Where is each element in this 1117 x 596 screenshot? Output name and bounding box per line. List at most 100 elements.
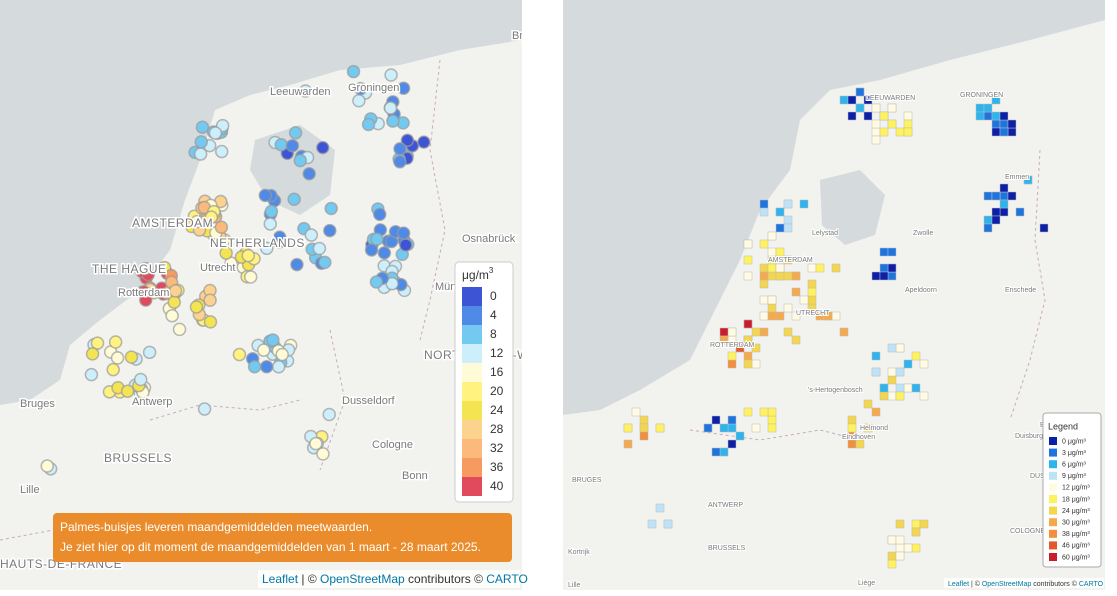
attribution-link[interactable]: CARTO [1079, 581, 1104, 588]
marker [309, 436, 323, 451]
grid-cell [847, 415, 857, 425]
legend-label: 6 μg/m³ [1062, 462, 1087, 469]
city-label: Osnabrück [462, 233, 516, 245]
grid-cell [727, 439, 737, 449]
marker [264, 204, 279, 219]
attribution-link[interactable]: Leaflet [262, 572, 299, 586]
grid-cell [839, 327, 849, 337]
grid-cell [855, 87, 865, 97]
grid-cell [767, 303, 777, 313]
grid-cell [911, 527, 921, 537]
legend-swatch [462, 458, 482, 477]
marker [197, 402, 212, 416]
grid-cell [831, 263, 841, 273]
grid-cell [919, 391, 929, 401]
legend-label: 8 [490, 327, 497, 341]
legend-label: 32 [490, 441, 504, 455]
grid-cell [895, 519, 905, 529]
attribution-link[interactable]: OpenStreetMap [320, 572, 405, 586]
city-label: Lille [20, 484, 40, 496]
grid-cell [983, 223, 993, 233]
grid-cell [815, 263, 825, 273]
grid-cell [903, 119, 913, 129]
grid-cell [871, 351, 881, 361]
legend-label: 4 [490, 308, 497, 322]
marker [323, 223, 337, 238]
city-label: Eindhoven [842, 434, 875, 441]
grid-cell [719, 447, 729, 457]
attribution-link[interactable]: Leaflet [948, 581, 969, 588]
grid-cell [759, 311, 769, 321]
marker [322, 407, 336, 422]
grid-cell [879, 391, 889, 401]
grid-cell [775, 247, 785, 257]
legend-label: 9 μg/m³ [1062, 473, 1087, 480]
grid-cell [871, 367, 881, 377]
city-label: AMSTERDAM [768, 257, 813, 264]
grid-cell [895, 391, 905, 401]
legend-title: Legend [1048, 421, 1078, 431]
grid-cell [711, 415, 721, 425]
marker [106, 362, 120, 377]
legend-title: μg/m3 [462, 266, 494, 282]
legend-label: 18 μg/m³ [1062, 496, 1090, 503]
grid-cell [863, 95, 873, 105]
legend-label: 12 μg/m³ [1062, 485, 1090, 492]
grid-cell [855, 439, 865, 449]
grid-cell [775, 271, 785, 281]
grid-cell [759, 199, 769, 209]
city-label: 's-Hertogenbosch [808, 387, 863, 394]
marker [302, 167, 316, 181]
city-label: BRUGES [572, 477, 602, 484]
grid-cell [1015, 207, 1025, 217]
grid-cell [903, 359, 913, 369]
grid-cell [991, 191, 1001, 201]
legend-swatch [1049, 506, 1057, 515]
grid-cell [999, 119, 1009, 129]
marker [298, 84, 313, 98]
legend-label: 0 [490, 289, 497, 303]
border [689, 149, 1046, 441]
grid-cell [767, 295, 777, 305]
marker [189, 300, 204, 314]
grid-cell [759, 407, 769, 417]
lake [820, 170, 885, 245]
grid-cell [871, 103, 881, 113]
marker [167, 295, 181, 309]
grid-cell [991, 127, 1001, 137]
grid-cell [887, 535, 897, 545]
legend-label: 0 μg/m³ [1062, 438, 1087, 445]
attribution-bg [944, 578, 1104, 588]
legend-swatch [462, 382, 482, 401]
grid-cell [623, 439, 633, 449]
legend-swatch [462, 344, 482, 363]
marker [272, 230, 287, 244]
marker [203, 315, 218, 329]
grid-cell [743, 319, 753, 329]
grid-cell [879, 111, 889, 121]
grid-cell [775, 207, 785, 217]
city-label: ROTTERDAM [710, 342, 755, 349]
attribution-link[interactable]: CARTO [486, 572, 528, 586]
marker [133, 372, 148, 387]
marker [138, 261, 153, 276]
marker [232, 347, 247, 362]
grid-cell [791, 311, 801, 321]
grid-cell [735, 343, 745, 353]
marker [353, 81, 368, 96]
grid-cell [799, 199, 809, 209]
grid-cell [879, 247, 889, 257]
city-label: Bremen [512, 30, 551, 42]
legend-title-text: μg/m [462, 268, 489, 282]
legend-label: 38 μg/m³ [1062, 531, 1090, 538]
legend-swatch [1049, 553, 1057, 561]
attribution-link[interactable]: OpenStreetMap [982, 581, 1032, 588]
marker [275, 347, 289, 362]
marker [168, 284, 183, 298]
grid-cell [839, 95, 849, 105]
grid-cell [759, 279, 769, 289]
grid-cell [1007, 127, 1017, 137]
grid-cell [887, 391, 897, 401]
grid-cell [743, 359, 753, 369]
